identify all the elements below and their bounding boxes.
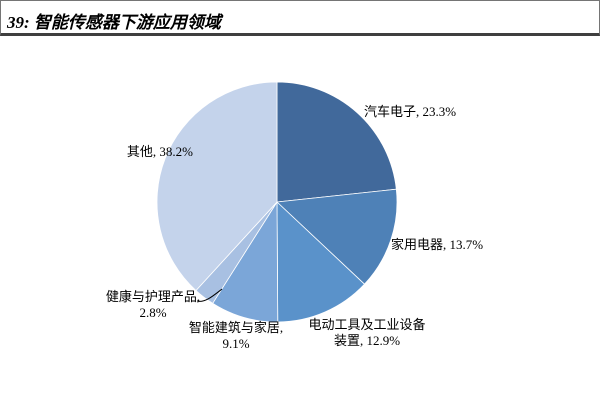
slice-label-health-care-products: 健康与护理产品, 2.8% [80,289,226,321]
slice-label-line: 智能建筑与家居, [188,320,284,335]
slice-label-line: 健康与护理产品, [105,289,201,304]
pie-slices-group [156,81,398,323]
slice-label-home-appliances: 家用电器, 13.7% [391,237,483,253]
slice-label-line: 2.8% [139,305,167,320]
slice-label-line: 家用电器, 13.7% [391,237,484,252]
slice-label-line: 电动工具及工业设备 [308,317,426,332]
slice-label-line: 装置, 12.9% [333,333,401,348]
figure-header: 39: 智能传感器下游应用领域 [0,0,600,36]
figure-title: 39: 智能传感器下游应用领域 [7,13,221,32]
leader-line-health-care-products [196,288,223,302]
slice-label-line: 9.1% [222,336,250,351]
pie-slice-automotive-electronics [276,81,397,203]
slice-label-line: 汽车电子, 23.3% [364,104,457,119]
pie-slice-home-appliances [276,188,398,285]
slice-label-line: 其他, 38.2% [126,144,193,159]
slice-label-other: 其他, 38.2% [60,144,193,160]
pie-slice-other [156,81,278,292]
slice-label-smart-building-home: 智能建筑与家居, 9.1% [166,320,306,352]
slice-label-power-tools-industrial-equip: 电动工具及工业设备 装置, 12.9% [296,317,438,349]
pie-slice-power-tools-industrial-equip [276,201,366,323]
slice-label-automotive-electronics: 汽车电子, 23.3% [364,104,456,120]
